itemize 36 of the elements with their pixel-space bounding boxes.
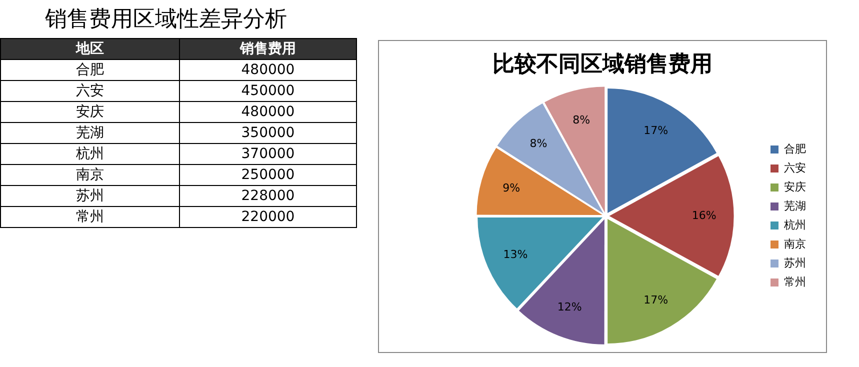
text: 杭州 [0, 144, 180, 164]
text: 480000 [180, 60, 356, 80]
text: 370000 [180, 144, 356, 164]
text: 450000 [180, 80, 356, 102]
text: 安庆 [0, 102, 180, 122]
text: 南京 [0, 164, 180, 186]
data-label: 13% [503, 248, 528, 261]
legend-label: 南京 [784, 238, 806, 251]
text: 250000 [180, 164, 356, 186]
legend-label: 六安 [784, 162, 806, 175]
legend-label: 合肥 [784, 142, 806, 156]
text: 苏州 [0, 186, 180, 206]
text: 合肥 [0, 60, 180, 80]
text: 常州 [0, 206, 180, 228]
data-label: 8% [572, 114, 590, 127]
legend-label: 杭州 [783, 218, 806, 232]
legend-label: 苏州 [784, 256, 806, 270]
text: 220000 [180, 206, 356, 228]
text: 228000 [180, 186, 356, 206]
text: 芜湖 [0, 122, 180, 144]
text: 480000 [180, 102, 356, 122]
legend-label: 芜湖 [784, 200, 806, 213]
text: 地区 [0, 38, 180, 60]
text: 销售费用区域性差异分析 [45, 6, 287, 34]
data-label: 17% [644, 293, 668, 306]
text: 六安 [0, 80, 180, 102]
data-label: 16% [692, 208, 716, 222]
legend-label: 安庆 [784, 180, 806, 194]
legend-label: 常州 [784, 276, 806, 289]
data-label: 17% [644, 124, 668, 138]
data-label: 12% [557, 300, 582, 314]
chart-title: 比较不同区域销售费用 [492, 50, 714, 79]
data-label: 9% [502, 181, 520, 194]
data-label: 8% [530, 137, 548, 150]
text: 销售费用 [180, 38, 356, 60]
text: 350000 [180, 122, 356, 144]
